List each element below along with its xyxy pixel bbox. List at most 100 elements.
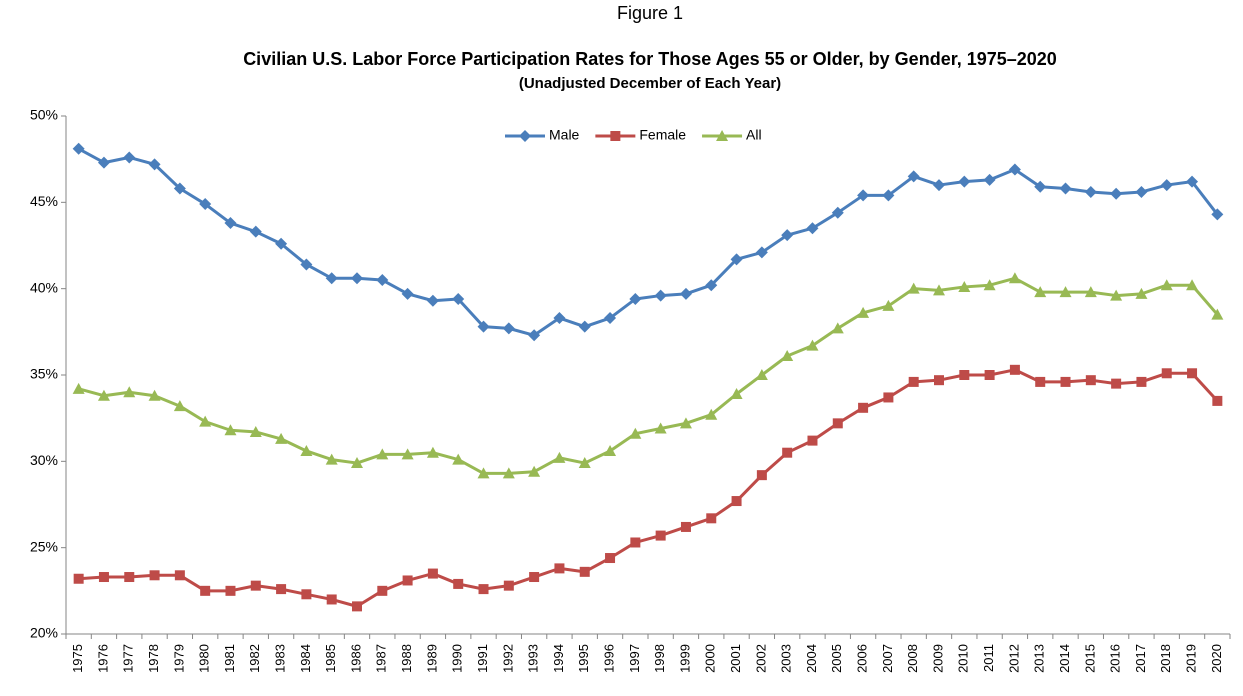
- marker: [325, 453, 338, 465]
- x-tick-label: 1999: [677, 644, 692, 673]
- marker: [629, 293, 642, 306]
- marker: [225, 585, 236, 596]
- marker: [1186, 175, 1199, 188]
- marker: [578, 457, 591, 469]
- x-tick-label: 1992: [500, 644, 515, 673]
- marker: [503, 580, 514, 591]
- x-tick-label: 1981: [222, 644, 237, 673]
- marker: [1085, 375, 1096, 386]
- marker: [958, 175, 971, 188]
- x-tick-label: 2015: [1082, 644, 1097, 673]
- marker: [1135, 287, 1148, 299]
- x-tick-label: 1977: [121, 644, 136, 673]
- marker: [174, 570, 185, 581]
- marker: [907, 282, 920, 294]
- x-tick-label: 2014: [1057, 644, 1072, 673]
- marker: [72, 382, 85, 394]
- marker: [1211, 208, 1224, 221]
- x-tick-label: 2019: [1183, 644, 1198, 673]
- marker: [1059, 286, 1072, 298]
- x-tick-label: 2009: [930, 644, 945, 673]
- marker: [351, 272, 363, 285]
- marker: [933, 179, 945, 192]
- marker: [831, 322, 844, 334]
- marker: [807, 435, 818, 446]
- marker: [883, 392, 894, 403]
- marker: [98, 572, 109, 583]
- x-tick-label: 2007: [880, 644, 895, 673]
- legend-label: Female: [639, 127, 686, 143]
- marker: [477, 320, 490, 333]
- marker: [1009, 364, 1020, 375]
- x-tick-label: 1984: [298, 644, 313, 673]
- x-tick-label: 2010: [956, 644, 971, 673]
- series-line: [78, 276, 1219, 475]
- series-line: [78, 368, 1219, 608]
- y-tick-label: 40%: [30, 279, 58, 295]
- marker: [654, 422, 667, 434]
- x-tick-label: 1990: [450, 644, 465, 673]
- x-tick-label: 1985: [323, 644, 338, 673]
- figure-label: Figure 1: [617, 3, 683, 23]
- x-tick-label: 1994: [551, 644, 566, 673]
- marker: [806, 222, 819, 235]
- marker: [1160, 179, 1173, 192]
- marker: [1111, 378, 1122, 389]
- marker: [605, 553, 616, 564]
- marker: [1186, 279, 1199, 291]
- marker: [604, 444, 617, 456]
- y-tick-label: 25%: [30, 538, 58, 554]
- marker: [528, 329, 541, 342]
- x-tick-label: 2018: [1158, 644, 1173, 673]
- x-tick-label: 2012: [1006, 644, 1021, 673]
- marker: [452, 453, 465, 465]
- marker: [402, 575, 413, 586]
- marker: [148, 389, 161, 401]
- x-tick-label: 2013: [1032, 644, 1047, 673]
- marker: [610, 131, 621, 141]
- marker: [755, 246, 768, 259]
- marker: [630, 537, 641, 548]
- marker: [1060, 376, 1071, 387]
- marker: [250, 580, 261, 591]
- marker: [1059, 182, 1072, 195]
- marker: [149, 570, 160, 581]
- marker: [655, 530, 666, 541]
- marker: [502, 322, 515, 335]
- marker: [529, 572, 540, 583]
- marker: [705, 279, 718, 292]
- x-tick-label: 2005: [829, 644, 844, 673]
- marker: [806, 339, 819, 351]
- legend-label: All: [746, 127, 762, 143]
- marker: [224, 217, 237, 230]
- x-tick-label: 1983: [273, 644, 288, 673]
- x-tick-label: 2003: [779, 644, 794, 673]
- marker: [858, 402, 869, 413]
- marker: [832, 418, 843, 429]
- marker: [706, 513, 717, 524]
- marker: [958, 280, 971, 292]
- marker: [755, 369, 768, 380]
- y-tick-label: 45%: [30, 193, 58, 209]
- marker: [1211, 308, 1224, 320]
- marker: [478, 584, 489, 595]
- marker: [782, 447, 793, 458]
- marker: [1187, 368, 1198, 379]
- marker: [934, 375, 944, 386]
- marker: [1135, 185, 1148, 198]
- marker: [756, 470, 767, 481]
- x-tick-label: 1976: [95, 644, 110, 673]
- series-line: [77, 147, 1219, 337]
- x-tick-label: 1982: [247, 644, 262, 673]
- marker: [1034, 180, 1047, 193]
- marker: [1008, 272, 1021, 284]
- x-tick-label: 2004: [804, 644, 819, 673]
- x-tick-label: 1993: [526, 644, 541, 673]
- marker: [680, 521, 691, 532]
- marker: [1110, 187, 1123, 200]
- x-tick-label: 2006: [855, 644, 870, 673]
- x-tick-label: 1979: [171, 644, 186, 673]
- marker: [477, 467, 490, 479]
- x-tick-label: 1991: [475, 644, 490, 673]
- x-tick-label: 2000: [703, 644, 718, 673]
